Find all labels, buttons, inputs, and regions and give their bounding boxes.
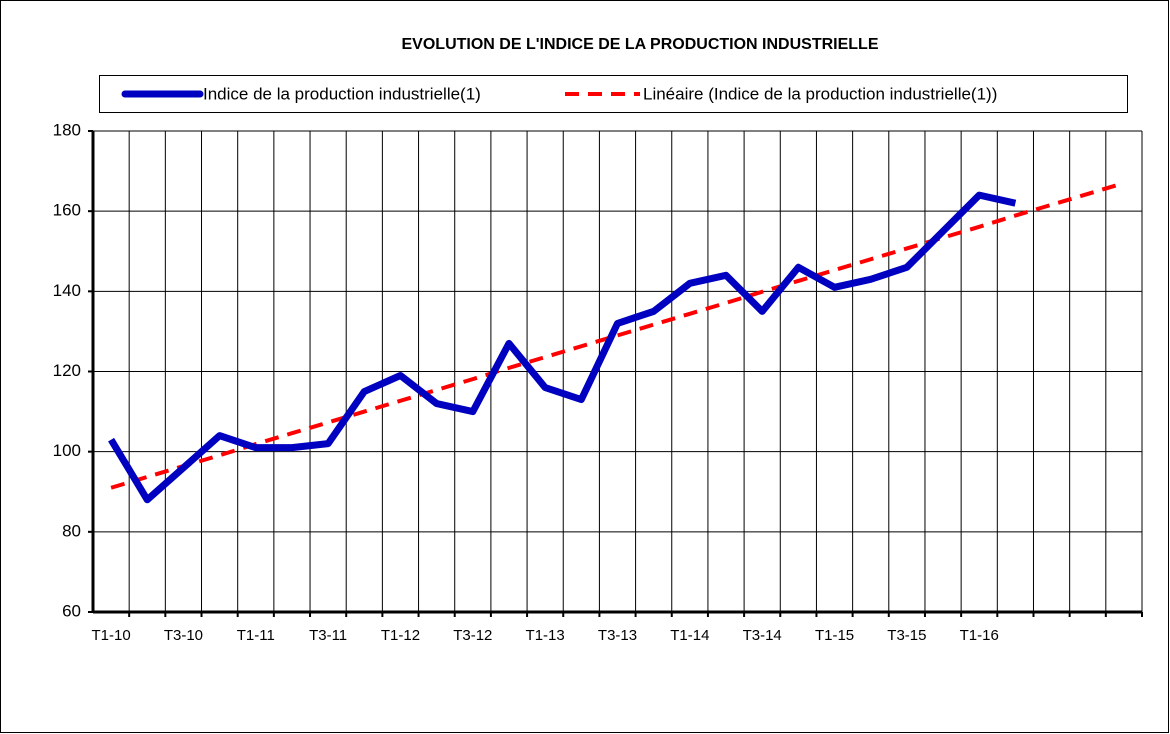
y-tick-label: 60 xyxy=(62,601,81,620)
series-line xyxy=(108,191,1017,504)
x-tick-label: T3-12 xyxy=(453,627,492,644)
x-tick-label: T1-11 xyxy=(237,627,275,644)
series-line xyxy=(110,181,1125,490)
x-tick-label: T1-12 xyxy=(381,627,420,644)
x-tick-label: T1-16 xyxy=(960,627,999,644)
x-tick-label: T1-13 xyxy=(526,627,565,644)
x-tick-label: T3-13 xyxy=(598,627,637,644)
y-tick-label: 120 xyxy=(53,361,81,380)
legend-label: Linéaire (Indice de la production indust… xyxy=(643,84,997,103)
x-tick-label: T1-14 xyxy=(670,627,709,644)
x-tick-label: T3-10 xyxy=(164,627,203,644)
y-tick-label: 180 xyxy=(53,120,81,139)
y-tick-label: 140 xyxy=(53,281,81,300)
x-tick-label: T1-15 xyxy=(815,627,854,644)
x-tick-label: T3-14 xyxy=(743,627,782,644)
x-tick-label: T3-11 xyxy=(309,627,347,644)
x-tick-label: T1-10 xyxy=(91,627,130,644)
y-tick-label: 160 xyxy=(53,201,81,220)
x-tick-label: T3-15 xyxy=(887,627,926,644)
chart-title: EVOLUTION DE L'INDICE DE LA PRODUCTION I… xyxy=(402,36,879,53)
y-tick-label: 80 xyxy=(62,521,81,540)
legend-label: Indice de la production industrielle(1) xyxy=(203,84,481,103)
y-tick-label: 100 xyxy=(53,441,81,460)
